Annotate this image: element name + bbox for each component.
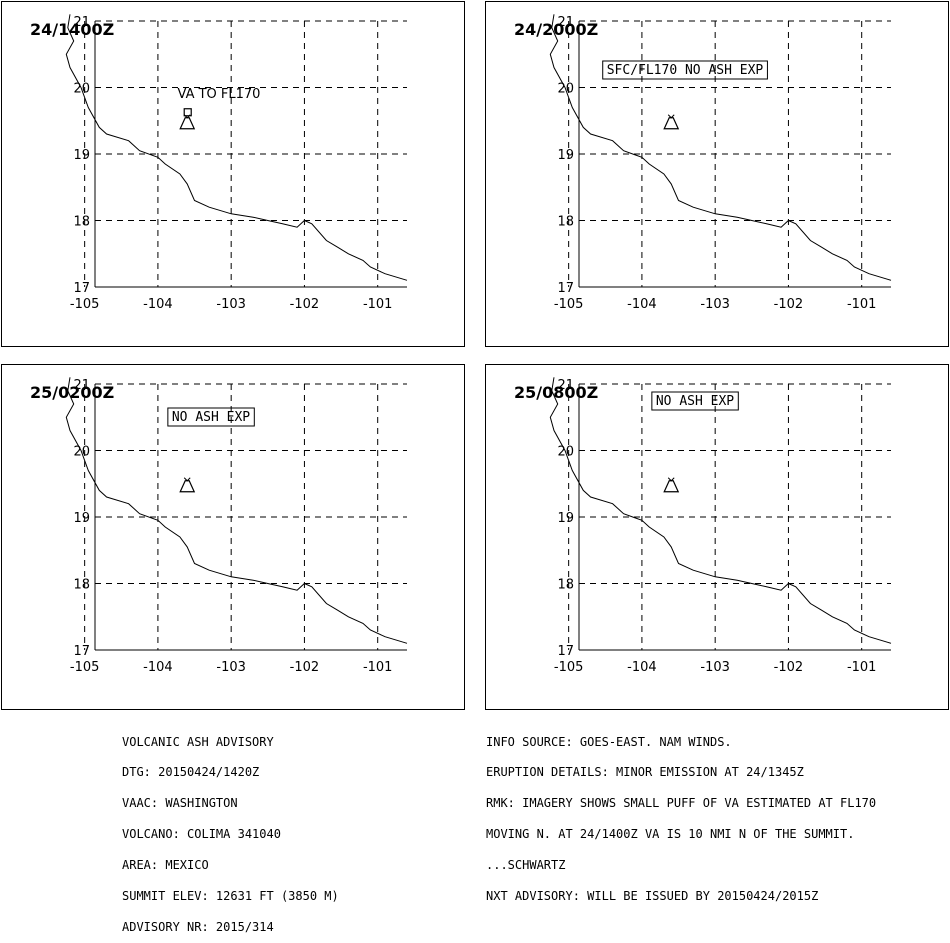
volcano-icon xyxy=(663,114,680,130)
latitude-tick-label: 19 xyxy=(557,511,574,526)
forecast-time-label: 25/0200Z xyxy=(30,383,114,402)
coastline xyxy=(65,14,408,281)
forecast-label: SFC/FL170 NO ASH EXP xyxy=(607,63,764,78)
map-svg: -105 -104 -103 -102 -101 21 20 19 18 17 VA TO FL17… xyxy=(30,14,408,312)
latitude-tick-label: 20 xyxy=(557,82,574,97)
forecast-label: NO ASH EXP xyxy=(656,394,734,409)
longitude-tick-label: -103 xyxy=(216,297,246,312)
volcano-icon xyxy=(179,477,196,493)
longitude-tick-label: -104 xyxy=(143,297,173,312)
longitude-tick-label: -104 xyxy=(627,660,657,675)
latitude-tick-label: 21 xyxy=(557,378,574,393)
longitude-tick-label: -101 xyxy=(847,660,877,675)
volcano-icon xyxy=(179,108,196,130)
latitude-tick-label: 20 xyxy=(73,445,90,460)
advisory-line: NXT ADVISORY: WILL BE ISSUED BY 20150424… xyxy=(486,889,819,904)
latitude-tick-label: 19 xyxy=(73,148,90,163)
advisory-line: AREA: MEXICO xyxy=(122,858,209,873)
latitude-tick-label: 21 xyxy=(73,378,90,393)
latitude-tick-label: 18 xyxy=(73,578,90,593)
advisory-line: ADVISORY NR: 2015/314 xyxy=(122,919,274,934)
coastline xyxy=(65,377,408,644)
volcano-icon xyxy=(663,477,680,493)
forecast-panel-2: -105 -104 -103 -102 -101 21 20 19 18 17 SFC/FL170 … xyxy=(485,1,949,347)
latitude-tick-label: 18 xyxy=(73,215,90,230)
latitude-tick-label: 17 xyxy=(73,644,90,659)
forecast-time-label: 24/2000Z xyxy=(514,20,598,39)
forecast-time-label: 24/1400Z xyxy=(30,20,114,39)
map-svg: -105 -104 -103 -102 -101 21 20 19 18 17 NO ASH EXP… xyxy=(30,377,408,675)
longitude-tick-label: -103 xyxy=(700,660,730,675)
advisory-line: VOLCANO: COLIMA 341040 xyxy=(122,827,281,842)
latitude-tick-label: 18 xyxy=(557,578,574,593)
advisory-line: SUMMIT ELEV: 12631 FT (3850 M) xyxy=(122,889,339,904)
advisory-line: DTG: 20150424/1420Z xyxy=(122,765,260,780)
map-svg: -105 -104 -103 -102 -101 21 20 19 18 17 SFC/FL170 … xyxy=(514,14,892,312)
longitude-tick-label: -101 xyxy=(363,297,393,312)
longitude-tick-label: -101 xyxy=(363,660,393,675)
forecast-label-box xyxy=(651,391,739,411)
longitude-tick-label: -105 xyxy=(70,660,100,675)
coastline xyxy=(549,14,892,281)
latitude-tick-label: 21 xyxy=(73,15,90,30)
longitude-tick-label: -105 xyxy=(70,297,100,312)
longitude-tick-label: -102 xyxy=(290,660,320,675)
forecast-label-box xyxy=(167,407,255,427)
advisory-info-right: INFO SOURCE: GOES-EAST. NAM WINDS. ERUPT… xyxy=(486,716,876,912)
longitude-tick-label: -105 xyxy=(554,297,584,312)
latitude-tick-label: 17 xyxy=(557,281,574,296)
forecast-label-box xyxy=(602,60,768,80)
forecast-label: VA TO FL170 xyxy=(178,87,261,102)
latitude-tick-label: 21 xyxy=(557,15,574,30)
advisory-line: VOLCANIC ASH ADVISORY xyxy=(122,734,274,749)
ash-area-marker xyxy=(183,108,192,117)
longitude-tick-label: -102 xyxy=(774,660,804,675)
longitude-tick-label: -103 xyxy=(216,660,246,675)
longitude-tick-label: -101 xyxy=(847,297,877,312)
longitude-tick-label: -105 xyxy=(554,660,584,675)
longitude-tick-label: -104 xyxy=(627,297,657,312)
latitude-tick-label: 18 xyxy=(557,215,574,230)
advisory-line: ...SCHWARTZ xyxy=(486,858,566,873)
advisory-line: RMK: IMAGERY SHOWS SMALL PUFF OF VA ESTI… xyxy=(486,796,877,811)
coastline xyxy=(549,377,892,644)
advisory-info-left: VOLCANIC ASH ADVISORY DTG: 20150424/1420… xyxy=(122,716,339,943)
advisory-line: MOVING N. AT 24/1400Z VA IS 10 NMI N OF … xyxy=(486,827,855,842)
latitude-tick-label: 20 xyxy=(557,445,574,460)
latitude-tick-label: 19 xyxy=(73,511,90,526)
longitude-tick-label: -103 xyxy=(700,297,730,312)
latitude-tick-label: 17 xyxy=(557,644,574,659)
latitude-tick-label: 20 xyxy=(73,82,90,97)
longitude-tick-label: -102 xyxy=(290,297,320,312)
forecast-time-label: 25/0800Z xyxy=(514,383,598,402)
map-svg: -105 -104 -103 -102 -101 21 20 19 18 17 NO ASH EXP… xyxy=(514,377,892,675)
latitude-tick-label: 19 xyxy=(557,148,574,163)
longitude-tick-label: -102 xyxy=(774,297,804,312)
advisory-line: INFO SOURCE: GOES-EAST. NAM WINDS. xyxy=(486,734,732,749)
forecast-panel-1: -105 -104 -103 -102 -101 21 20 19 18 17 VA TO FL17… xyxy=(1,1,465,347)
forecast-panel-3: -105 -104 -103 -102 -101 21 20 19 18 17 NO ASH EXP… xyxy=(1,364,465,710)
forecast-panel-4: -105 -104 -103 -102 -101 21 20 19 18 17 NO ASH EXP… xyxy=(485,364,949,710)
advisory-line: ERUPTION DETAILS: MINOR EMISSION AT 24/1… xyxy=(486,765,804,780)
latitude-tick-label: 17 xyxy=(73,281,90,296)
forecast-label: NO ASH EXP xyxy=(172,410,250,425)
advisory-line: VAAC: WASHINGTON xyxy=(122,796,238,811)
longitude-tick-label: -104 xyxy=(143,660,173,675)
